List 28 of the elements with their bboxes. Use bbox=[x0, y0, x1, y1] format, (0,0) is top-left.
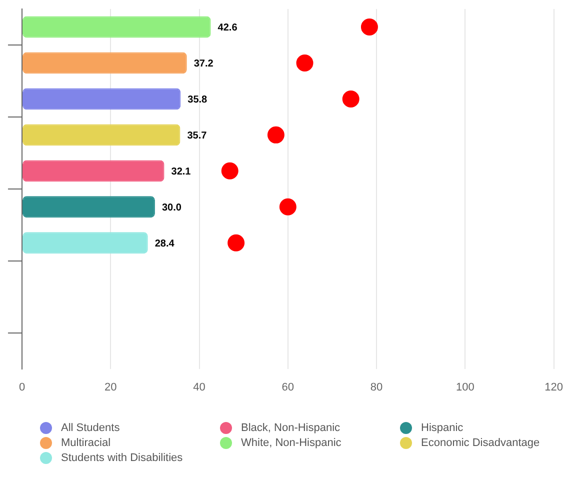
point bbox=[267, 126, 284, 144]
point bbox=[342, 90, 360, 108]
point bbox=[221, 162, 238, 180]
point bbox=[279, 198, 296, 216]
x-tick-label: 120 bbox=[544, 381, 564, 394]
data-label: 28.4 bbox=[154, 238, 175, 250]
legend-label: Hispanic bbox=[421, 422, 464, 434]
x-tick-label: 40 bbox=[193, 381, 206, 394]
x-tick-label: 100 bbox=[456, 381, 474, 394]
legend-label: Students with Disabilities bbox=[61, 452, 183, 464]
legend-label: All Students bbox=[61, 422, 120, 434]
x-tick-label: 80 bbox=[370, 381, 383, 394]
legend-label: Multiracial bbox=[61, 437, 111, 449]
data-label: 37.2 bbox=[194, 58, 214, 70]
point bbox=[360, 18, 378, 36]
x-tick-label: 60 bbox=[282, 381, 294, 394]
data-label: 42.6 bbox=[218, 22, 238, 34]
data-label: 35.7 bbox=[187, 130, 208, 142]
data-label: 32.1 bbox=[171, 166, 192, 178]
legend-label: White, Non-Hispanic bbox=[241, 437, 342, 449]
point bbox=[228, 234, 245, 252]
data-label: 35.8 bbox=[188, 94, 208, 106]
x-tick-label: 20 bbox=[104, 381, 117, 394]
data-label: 30.0 bbox=[162, 202, 182, 214]
legend-label: Black, Non-Hispanic bbox=[241, 422, 340, 434]
legend-label: Economic Disadvantage bbox=[421, 437, 540, 449]
x-tick-label: 0 bbox=[18, 381, 26, 394]
point bbox=[296, 54, 314, 72]
